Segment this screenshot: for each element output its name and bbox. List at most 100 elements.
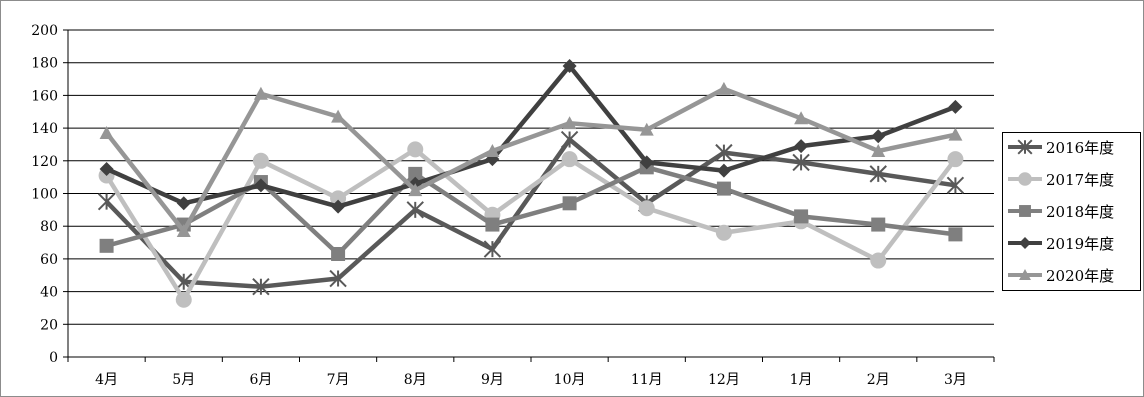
data-point-asterisk xyxy=(329,269,347,288)
data-point-square xyxy=(871,217,886,232)
data-point-asterisk xyxy=(792,153,810,172)
data-point-triangle xyxy=(716,81,731,95)
x-tick-label: 12月 xyxy=(708,372,740,388)
data-point-triangle xyxy=(639,122,654,136)
data-point-circle xyxy=(638,200,655,217)
data-point-triangle xyxy=(408,183,423,197)
data-point-asterisk xyxy=(252,277,270,296)
y-tick-label: 60 xyxy=(40,252,58,268)
data-point-circle xyxy=(870,252,887,269)
data-point-triangle xyxy=(794,111,809,125)
data-point-diamond xyxy=(794,139,809,154)
data-point-triangle xyxy=(871,143,886,157)
series-2 xyxy=(98,141,964,308)
data-point-square xyxy=(99,238,114,253)
data-point-diamond xyxy=(176,196,191,211)
x-tick-label: 1月 xyxy=(790,372,813,388)
data-point-asterisk xyxy=(1017,139,1033,155)
data-point-triangle xyxy=(485,143,500,157)
legend-item: 2020年度 xyxy=(1008,267,1114,285)
x-tick-label: 2月 xyxy=(867,372,890,388)
data-point-square xyxy=(716,181,731,196)
data-point-asterisk xyxy=(560,130,579,149)
y-tick-label: 200 xyxy=(31,23,58,39)
data-point-diamond xyxy=(331,199,346,214)
series-line xyxy=(104,86,956,234)
y-tick-label: 100 xyxy=(31,187,58,203)
x-tick-label: 9月 xyxy=(481,372,504,388)
x-tick-label: 7月 xyxy=(327,372,350,388)
x-tick-label: 8月 xyxy=(404,372,427,388)
data-point-triangle xyxy=(176,224,191,238)
series-1 xyxy=(97,130,965,296)
legend-item: 2019年度 xyxy=(1008,235,1114,253)
y-tick-label: 0 xyxy=(49,350,58,366)
x-tick-label: 4月 xyxy=(95,372,118,388)
data-point-asterisk xyxy=(715,143,733,162)
data-point-circle xyxy=(715,224,732,241)
y-tick-label: 20 xyxy=(40,317,58,333)
x-tick-label: 10月 xyxy=(554,372,586,388)
data-point-asterisk xyxy=(946,176,965,195)
y-tick-label: 180 xyxy=(31,56,58,72)
data-point-diamond xyxy=(562,58,577,73)
data-point-circle xyxy=(407,141,424,158)
legend-item: 2018年度 xyxy=(1008,203,1114,221)
data-point-diamond xyxy=(1019,237,1031,249)
legend: 2016年度 2017年度 2018年度 2019年度 2020年度 xyxy=(1002,132,1141,291)
legend-item: 2017年度 xyxy=(1008,171,1114,189)
y-tick-label: 40 xyxy=(40,285,58,301)
x-tick-label: 3月 xyxy=(944,372,967,388)
y-tick-label: 140 xyxy=(31,121,58,137)
data-point-diamond xyxy=(948,99,963,114)
data-point-circle xyxy=(561,151,578,168)
data-point-square xyxy=(794,209,809,224)
data-point-triangle xyxy=(948,127,963,141)
data-point-circle xyxy=(252,152,269,169)
y-tick-label: 120 xyxy=(31,154,58,170)
x-tick-label: 11月 xyxy=(631,372,663,388)
series-line xyxy=(104,147,958,303)
data-point-triangle xyxy=(331,109,346,123)
data-point-square xyxy=(408,166,423,181)
data-point-triangle xyxy=(99,126,114,139)
x-tick-label: 6月 xyxy=(249,372,272,388)
series-4 xyxy=(99,58,963,214)
legend-label: 2016年度 xyxy=(1046,139,1114,157)
data-point-asterisk xyxy=(97,192,116,211)
data-point-square xyxy=(1019,205,1031,217)
legend-label: 2017年度 xyxy=(1046,171,1114,189)
legend-item: 2016年度 xyxy=(1008,139,1114,157)
data-point-circle xyxy=(1018,172,1032,186)
data-point-square xyxy=(331,246,346,261)
data-point-square xyxy=(485,217,500,232)
data-point-triangle xyxy=(562,116,577,130)
series-line xyxy=(104,137,956,289)
data-point-diamond xyxy=(639,155,654,170)
legend-label: 2018年度 xyxy=(1046,203,1114,221)
data-point-diamond xyxy=(871,129,886,144)
data-point-asterisk xyxy=(869,165,887,183)
series-5 xyxy=(99,81,963,238)
axes: 0 20 40 60 80 100 120 140 160 180 200 4月 5月 6月 7月 8月 9月 1… xyxy=(31,23,995,388)
series-group xyxy=(97,58,965,308)
y-tick-label: 80 xyxy=(40,219,58,235)
x-tick-label: 5月 xyxy=(172,372,195,388)
data-point-diamond xyxy=(99,161,114,176)
legend-label: 2020年度 xyxy=(1046,267,1114,285)
data-point-circle xyxy=(947,151,964,168)
series-line xyxy=(105,63,957,209)
data-point-diamond xyxy=(716,163,731,178)
data-point-square xyxy=(562,196,577,211)
data-point-asterisk xyxy=(483,240,502,258)
y-tick-label: 160 xyxy=(31,88,58,104)
data-point-square xyxy=(948,227,963,242)
data-point-circle xyxy=(175,291,192,308)
data-point-triangle xyxy=(1019,269,1031,281)
data-point-triangle xyxy=(253,86,268,100)
data-point-asterisk xyxy=(406,201,424,219)
legend-label: 2019年度 xyxy=(1046,235,1114,253)
data-point-diamond xyxy=(253,178,268,193)
